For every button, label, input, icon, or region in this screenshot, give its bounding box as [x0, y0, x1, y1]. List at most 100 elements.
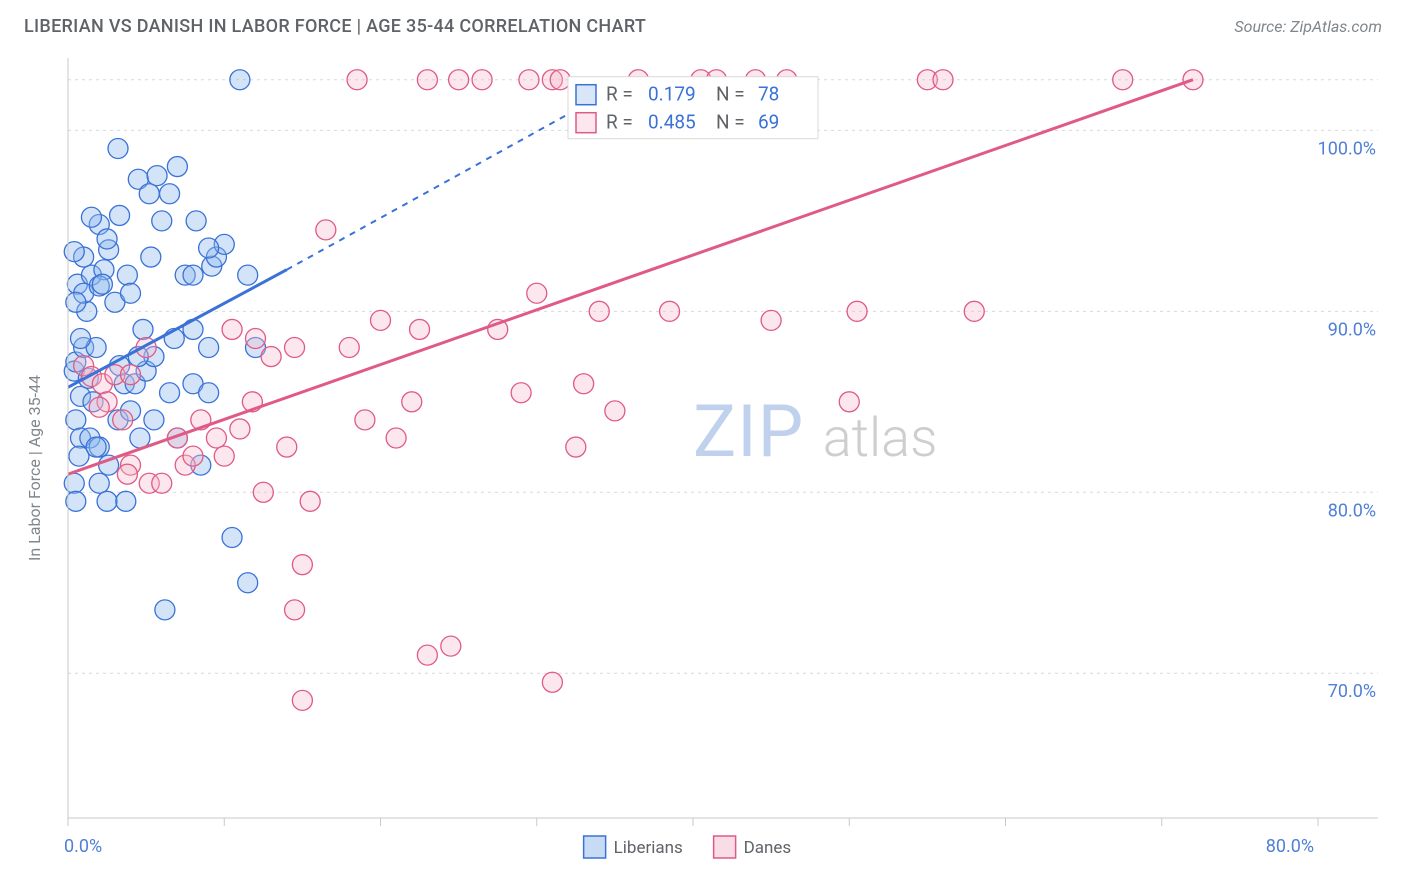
data-point	[449, 70, 469, 90]
data-point	[214, 446, 234, 466]
data-point	[222, 319, 242, 339]
y-tick-label: 80.0%	[1328, 500, 1376, 521]
bottom-legend: Liberians Danes	[584, 836, 792, 858]
data-point	[160, 383, 180, 403]
data-point	[199, 238, 219, 258]
data-point	[152, 473, 172, 493]
data-point	[199, 383, 219, 403]
data-point	[519, 70, 539, 90]
data-point	[316, 220, 336, 240]
data-point	[566, 437, 586, 457]
data-point	[183, 265, 203, 285]
data-point	[110, 205, 130, 225]
data-point	[550, 70, 570, 90]
data-point	[86, 437, 106, 457]
data-point	[339, 338, 359, 358]
data-point	[300, 491, 320, 511]
data-point	[121, 365, 141, 385]
series-liberians	[64, 70, 265, 620]
data-point	[222, 528, 242, 548]
svg-text:N =: N =	[716, 83, 745, 106]
data-point	[117, 265, 137, 285]
data-point	[839, 392, 859, 412]
data-point	[152, 211, 172, 231]
data-point	[64, 242, 84, 262]
data-point	[108, 138, 128, 158]
data-point	[371, 310, 391, 330]
stat-r-liberians: 0.179	[648, 83, 696, 106]
data-point	[155, 600, 175, 620]
data-point	[933, 70, 953, 90]
data-point	[261, 347, 281, 367]
data-point	[147, 166, 167, 186]
data-point	[97, 229, 117, 249]
data-point	[605, 401, 625, 421]
data-point	[964, 301, 984, 321]
data-point	[199, 338, 219, 358]
data-point	[89, 397, 109, 417]
data-point	[472, 70, 492, 90]
data-point	[402, 392, 422, 412]
x-tick-label: 80.0%	[1266, 836, 1314, 857]
data-point	[847, 301, 867, 321]
data-point	[230, 419, 250, 439]
data-point	[589, 301, 609, 321]
data-point	[116, 491, 136, 511]
svg-text:R =: R =	[606, 111, 633, 134]
correlation-scatter-chart: 70.0%80.0%90.0%100.0%ZIPatlas0.0%80.0%R …	[8, 52, 1398, 884]
data-point	[167, 157, 187, 177]
data-point	[66, 292, 86, 312]
data-point	[417, 645, 437, 665]
svg-text:atlas: atlas	[823, 407, 938, 470]
stat-n-liberians: 78	[758, 83, 779, 106]
data-point	[139, 184, 159, 204]
data-point	[81, 207, 101, 227]
data-point	[285, 338, 305, 358]
stat-n-danes: 69	[758, 111, 779, 134]
y-tick-label: 90.0%	[1328, 319, 1376, 340]
data-point	[761, 310, 781, 330]
legend-label: Danes	[744, 838, 792, 858]
data-point	[386, 428, 406, 448]
watermark: ZIP atlas	[693, 389, 937, 474]
y-tick-label: 70.0%	[1328, 681, 1376, 702]
data-point	[441, 636, 461, 656]
data-point	[141, 247, 161, 267]
data-point	[292, 690, 312, 710]
chart-title: LIBERIAN VS DANISH IN LABOR FORCE | AGE …	[24, 16, 646, 37]
data-point	[574, 374, 594, 394]
source-label: Source: ZipAtlas.com	[1234, 17, 1382, 36]
data-point	[64, 473, 84, 493]
data-point	[66, 491, 86, 511]
y-tick-label: 100.0%	[1318, 138, 1376, 159]
data-point	[183, 446, 203, 466]
data-point	[285, 600, 305, 620]
data-point	[117, 464, 137, 484]
legend-swatch	[584, 836, 606, 858]
data-point	[144, 410, 164, 430]
data-point	[1113, 70, 1133, 90]
y-axis-label: In Labor Force | Age 35-44	[25, 375, 44, 561]
legend-label: Liberians	[614, 838, 683, 858]
series-danes	[74, 70, 1203, 711]
data-point	[92, 274, 112, 294]
data-point	[660, 301, 680, 321]
data-point	[121, 283, 141, 303]
data-point	[71, 328, 91, 348]
legend-swatch	[576, 113, 596, 133]
data-point	[417, 70, 437, 90]
stats-legend: R = 0.179 N = 78 R = 0.485 N = 69	[568, 77, 818, 139]
stat-r-danes: 0.485	[648, 111, 696, 134]
data-point	[292, 555, 312, 575]
data-point	[113, 410, 133, 430]
svg-text:ZIP: ZIP	[693, 389, 804, 474]
data-point	[160, 184, 180, 204]
data-point	[410, 319, 430, 339]
data-point	[253, 482, 273, 502]
svg-text:R =: R =	[606, 83, 633, 106]
legend-swatch	[714, 836, 736, 858]
svg-text:N =: N =	[716, 111, 745, 134]
data-point	[527, 283, 547, 303]
data-point	[246, 328, 266, 348]
data-point	[355, 410, 375, 430]
